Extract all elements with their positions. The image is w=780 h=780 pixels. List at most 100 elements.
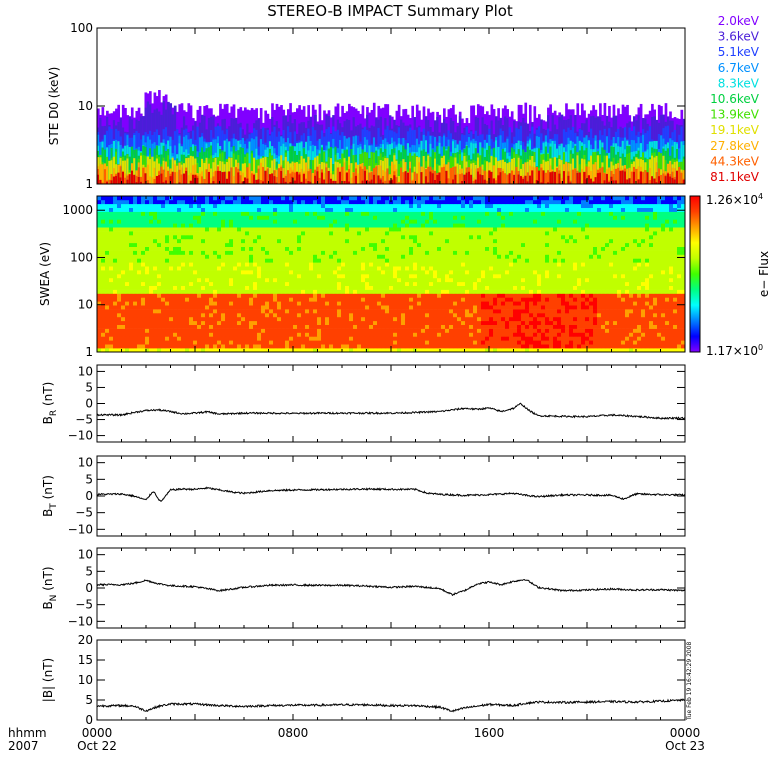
- swea-cell: [581, 332, 586, 337]
- swea-cell: [369, 336, 374, 341]
- swea-cell: [545, 328, 550, 333]
- swea-cell: [497, 313, 502, 318]
- swea-cell: [273, 316, 278, 322]
- swea-cell: [557, 316, 562, 322]
- swea-cell: [101, 320, 106, 325]
- swea-cell: [109, 328, 114, 333]
- swea-cell: [257, 320, 262, 325]
- swea-cell: [285, 328, 290, 333]
- swea-cell: [121, 316, 126, 322]
- swea-cell: [345, 344, 350, 349]
- swea-cell: [477, 332, 482, 337]
- ste-legend-item: 44.3keV: [710, 154, 760, 168]
- swea-cell: [481, 348, 486, 353]
- swea-cell: [529, 316, 534, 322]
- swea-cell: [121, 320, 126, 325]
- swea-cell: [229, 348, 234, 353]
- ste-bar: [395, 168, 399, 184]
- ste-legend-item: 3.6keV: [718, 30, 760, 44]
- swea-cell: [497, 328, 502, 333]
- swea-cell: [249, 316, 254, 322]
- swea-cell: [149, 336, 154, 341]
- swea-cell: [461, 332, 466, 337]
- swea-cell: [517, 336, 522, 341]
- swea-cell: [233, 313, 238, 318]
- swea-cell: [541, 297, 546, 302]
- ste-bar: [603, 155, 607, 184]
- ste-bar: [300, 168, 304, 184]
- swea-cell: [345, 320, 350, 325]
- swea-cell: [245, 328, 250, 333]
- swea-cell: [549, 336, 554, 341]
- swea-cell: [553, 309, 558, 314]
- swea-cell: [633, 344, 638, 349]
- swea-cell: [621, 316, 626, 322]
- swea-cell: [265, 328, 270, 333]
- swea-cell: [313, 324, 318, 329]
- swea-cell: [413, 344, 418, 349]
- swea-cell: [317, 324, 322, 329]
- swea-cell: [405, 320, 410, 325]
- ste-bar: [354, 175, 358, 184]
- swea-cell: [465, 313, 470, 318]
- swea-cell: [461, 344, 466, 349]
- swea-cell: [109, 332, 114, 337]
- ste-bar: [682, 170, 686, 184]
- swea-cell: [357, 324, 362, 329]
- swea-cell: [361, 316, 366, 322]
- ste-bar: [639, 171, 643, 184]
- swea-cell: [569, 324, 574, 329]
- swea-cell: [625, 305, 630, 310]
- swea-cell: [373, 301, 378, 306]
- swea-cell: [637, 328, 642, 333]
- swea-cell: [677, 309, 682, 314]
- swea-cell: [633, 340, 638, 345]
- ste-bar: [626, 179, 629, 184]
- swea-cell: [557, 336, 562, 341]
- swea-cell: [461, 297, 466, 302]
- swea-cell: [281, 305, 286, 310]
- ste-bar: [612, 180, 616, 184]
- swea-cell: [489, 336, 494, 341]
- swea-cell: [645, 324, 650, 329]
- swea-cell: [285, 332, 290, 337]
- swea-cell: [549, 324, 554, 329]
- swea-cell: [525, 324, 530, 329]
- swea-cell: [237, 297, 242, 302]
- swea-cell: [213, 340, 218, 345]
- ste-bar: [569, 170, 573, 184]
- ste-legend-item: 81.1keV: [710, 170, 760, 184]
- swea-cell: [329, 348, 334, 353]
- swea-cell: [449, 309, 454, 314]
- swea-cell: [177, 305, 182, 310]
- swea-cell: [145, 313, 150, 318]
- swea-cell: [465, 328, 470, 333]
- swea-cell: [493, 316, 498, 322]
- swea-cell: [481, 305, 486, 310]
- swea-cell: [509, 336, 514, 341]
- swea-cell: [509, 313, 514, 318]
- swea-cell: [677, 344, 682, 349]
- swea-cell: [129, 340, 134, 345]
- swea-cell: [505, 324, 510, 329]
- ste-bar: [508, 173, 512, 184]
- swea-cell: [457, 316, 462, 322]
- swea-cell: [397, 344, 402, 349]
- swea-cell: [265, 301, 270, 306]
- swea-cell: [161, 324, 166, 329]
- swea-cell: [373, 340, 378, 345]
- swea-cell: [205, 344, 210, 349]
- swea-cell: [485, 320, 490, 325]
- swea-cell: [637, 313, 642, 318]
- swea-cell: [665, 328, 670, 333]
- swea-cell: [681, 324, 686, 329]
- swea-cell: [453, 320, 458, 325]
- swea-cell: [405, 301, 410, 306]
- swea-cell: [573, 313, 578, 318]
- swea-cell: [309, 340, 314, 345]
- ste-bar: [108, 160, 111, 184]
- swea-cell: [365, 297, 370, 302]
- swea-cell: [369, 305, 374, 310]
- swea-cell: [381, 336, 386, 341]
- swea-cell: [145, 324, 150, 329]
